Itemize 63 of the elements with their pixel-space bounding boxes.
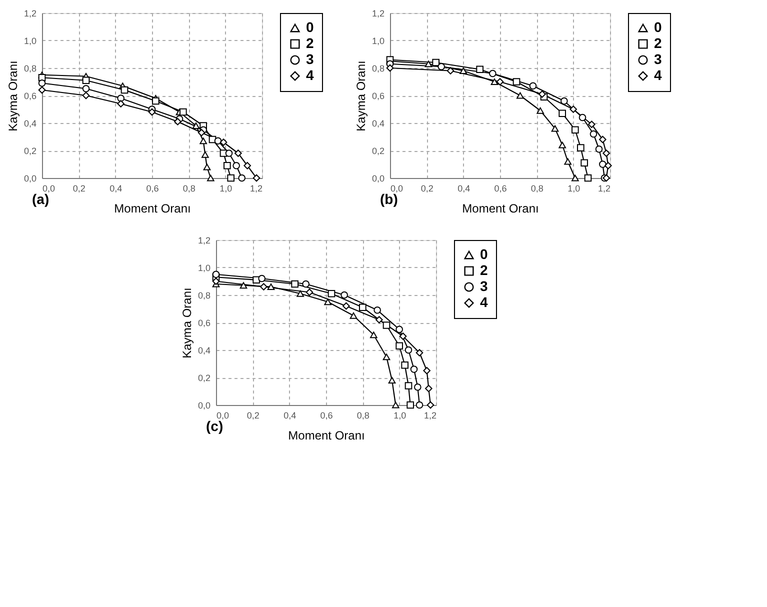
- x-tick-label: 1,0: [394, 410, 406, 420]
- y-tick-label: 1,2: [198, 236, 210, 246]
- x-tick-label: 0,8: [182, 184, 196, 194]
- x-tick-label: 1,0: [220, 184, 232, 194]
- x-tick-label: 0,6: [146, 184, 159, 194]
- y-tick-label: 0,0: [372, 174, 384, 184]
- y-tick-label: 0,6: [24, 91, 36, 101]
- legend-label: 3: [480, 278, 488, 294]
- x-tick-label: 0,6: [494, 184, 507, 194]
- legend-label: 2: [306, 35, 314, 51]
- y-axis-title: Kayma Oranı: [354, 60, 368, 132]
- x-tick-label: 0,4: [284, 410, 296, 420]
- legend-label: 3: [654, 51, 662, 67]
- legend-label: 4: [480, 294, 488, 310]
- y-tick-label: 0,0: [24, 174, 36, 184]
- legend-label: 0: [306, 19, 314, 35]
- y-tick-label: 0,2: [372, 146, 384, 156]
- x-tick-label: 0,0: [390, 184, 404, 194]
- y-tick-label: 1,2: [24, 8, 36, 18]
- text: (c): [206, 418, 224, 434]
- x-tick-label: 0,2: [246, 410, 260, 420]
- y-tick-label: 1,0: [24, 36, 36, 46]
- x-tick-label: 1,2: [250, 184, 262, 194]
- x-tick-label: 0,8: [356, 410, 370, 420]
- y-tick-label: 1,0: [372, 36, 384, 46]
- x-tick-label: 1,2: [598, 184, 610, 194]
- y-tick-label: 0,4: [24, 118, 36, 128]
- y-tick-label: 0,0: [198, 400, 210, 410]
- y-tick-label: 0,4: [372, 118, 384, 128]
- y-tick-label: 0,2: [198, 373, 210, 383]
- y-tick-label: 0,2: [24, 146, 36, 156]
- y-tick-label: 0,6: [198, 318, 210, 328]
- x-tick-label: 0,4: [458, 184, 470, 194]
- x-tick-label: 1,2: [424, 410, 436, 420]
- x-tick-label: 0,6: [320, 410, 333, 420]
- y-axis-title: Kayma Oranı: [6, 60, 20, 132]
- legend-label: 0: [654, 19, 662, 35]
- y-axis-title: Kayma Oranı: [180, 288, 194, 358]
- y-tick-label: 0,8: [198, 290, 210, 300]
- legend-label: 0: [480, 246, 488, 262]
- x-tick-label: 1,0: [568, 184, 580, 194]
- y-tick-label: 0,4: [198, 346, 210, 356]
- x-axis-title: Moment Oranı: [462, 202, 539, 216]
- legend-label: 4: [306, 67, 314, 83]
- legend-label: 4: [654, 67, 662, 83]
- x-tick-label: 0,4: [110, 184, 122, 194]
- legend-label: 2: [480, 262, 488, 278]
- x-tick-label: 0,8: [530, 184, 544, 194]
- legend-label: 2: [654, 35, 662, 51]
- y-tick-label: 0,8: [372, 64, 384, 74]
- x-axis-title: Moment Oranı: [114, 202, 191, 216]
- text: (b): [380, 191, 398, 207]
- x-tick-label: 0,2: [420, 184, 434, 194]
- x-axis-title: Moment Oranı: [288, 428, 365, 442]
- text: (a): [32, 191, 50, 207]
- y-tick-label: 0,8: [24, 64, 36, 74]
- x-tick-label: 0,0: [42, 184, 56, 194]
- y-tick-label: 1,0: [198, 263, 210, 273]
- y-tick-label: 1,2: [372, 8, 384, 18]
- legend-label: 3: [306, 51, 314, 67]
- x-tick-label: 0,2: [72, 184, 86, 194]
- y-tick-label: 0,6: [372, 91, 384, 101]
- x-tick-label: 0,0: [216, 410, 230, 420]
